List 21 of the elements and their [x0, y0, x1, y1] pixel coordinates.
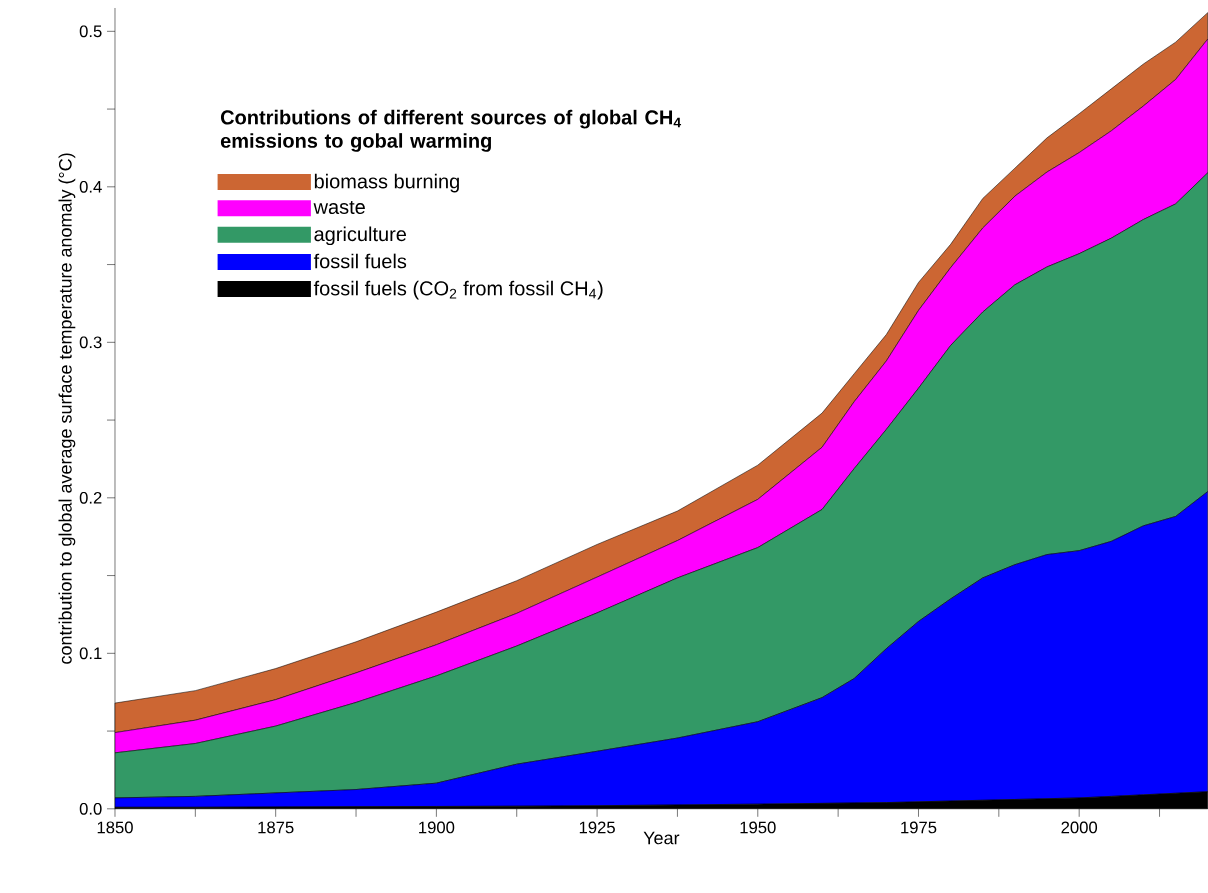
y-tick-label: 0.3 — [79, 336, 102, 349]
y-tick-label: 0.0 — [79, 803, 102, 815]
legend-label: waste — [313, 201, 365, 215]
x-tick-label: 1975 — [901, 821, 937, 834]
x-tick-label: 1900 — [419, 821, 455, 834]
legend-label: fossil fuels (CO$_{2}$ from fossil CH$_{4}$) — [313, 280, 603, 300]
legend-label: agriculture — [314, 226, 407, 246]
y-tick-label: 0.1 — [79, 647, 102, 660]
x-tick-label: 1875 — [258, 821, 294, 834]
x-axis-title: Year — [643, 831, 680, 845]
y-tick-label: 0.5 — [79, 25, 102, 38]
text: Contributions of different sources of global CH$_{4}$ emissions to gobal warming — [220, 109, 682, 152]
x-tick-label: 1850 — [97, 821, 133, 834]
y-tick-label: 0.2 — [79, 492, 102, 504]
y-tick-label: 0.4 — [79, 181, 102, 193]
x-tick-label: 1925 — [579, 821, 615, 834]
legend-label: fossil fuels — [313, 253, 407, 269]
x-tick-label: 1950 — [740, 821, 776, 834]
x-tick-label: 2000 — [1061, 821, 1098, 834]
legend-label: biomass burning — [314, 173, 459, 193]
y-axis-title: contribution to global average surface temperature anomaly (°C) — [58, 153, 76, 664]
